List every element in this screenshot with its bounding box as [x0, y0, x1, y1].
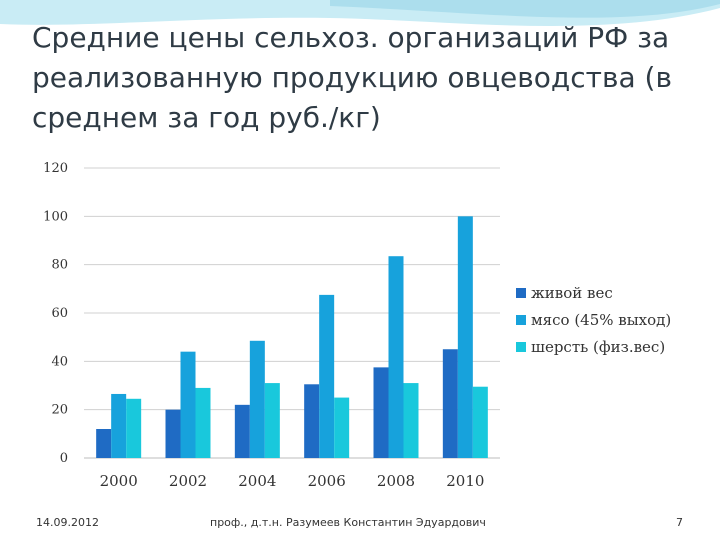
footer-author: проф., д.т.н. Разумеев Константин Эдуард… — [210, 516, 486, 529]
bar — [234, 404, 250, 458]
y-tick-label: 0 — [60, 451, 68, 466]
y-tick-label: 40 — [51, 354, 68, 369]
bar — [249, 340, 265, 458]
x-tick-label: 2006 — [308, 472, 346, 490]
y-axis-ticks: 0 20 40 60 80 100 120 — [43, 161, 68, 466]
chart-bars — [96, 216, 488, 458]
legend-swatch — [516, 288, 526, 298]
x-tick-label: 2002 — [169, 472, 207, 490]
legend-swatch — [516, 342, 526, 352]
x-tick-label: 2000 — [100, 472, 138, 490]
chart-gridlines — [84, 167, 500, 459]
legend-label: шерсть (физ.вес) — [531, 338, 665, 356]
bar — [334, 397, 350, 458]
x-tick-label: 2010 — [446, 472, 484, 490]
legend-swatch — [516, 315, 526, 325]
slide-title: Средние цены сельхоз. организаций РФ за … — [32, 21, 672, 134]
y-tick-label: 20 — [51, 403, 68, 418]
bar — [180, 351, 196, 458]
x-axis-ticks: 2000 2002 2004 2006 2008 2010 — [100, 472, 485, 490]
bar — [96, 429, 112, 458]
bar — [457, 216, 473, 458]
y-tick-label: 80 — [51, 258, 68, 273]
bar — [126, 398, 142, 458]
y-tick-label: 60 — [51, 306, 68, 321]
x-tick-label: 2008 — [377, 472, 415, 490]
bar — [304, 384, 320, 458]
bar — [195, 387, 211, 458]
legend-label: живой вес — [531, 284, 613, 302]
x-tick-label: 2004 — [238, 472, 276, 490]
bar — [373, 367, 389, 458]
bar — [264, 383, 280, 458]
bar — [388, 256, 404, 458]
footer-date: 14.09.2012 — [36, 516, 99, 529]
bar — [111, 393, 127, 458]
header-wave-decoration — [0, 0, 720, 27]
bar — [319, 294, 335, 458]
y-tick-label: 100 — [43, 209, 68, 224]
page-number: 7 — [676, 516, 683, 529]
bar — [403, 383, 419, 458]
bar — [442, 349, 458, 458]
bar — [472, 386, 488, 458]
y-tick-label: 120 — [43, 161, 68, 176]
legend-label: мясо (45% выход) — [531, 311, 671, 329]
bar — [165, 409, 181, 458]
chart-legend: живой вес мясо (45% выход) шерсть (физ.вес… — [516, 284, 671, 356]
